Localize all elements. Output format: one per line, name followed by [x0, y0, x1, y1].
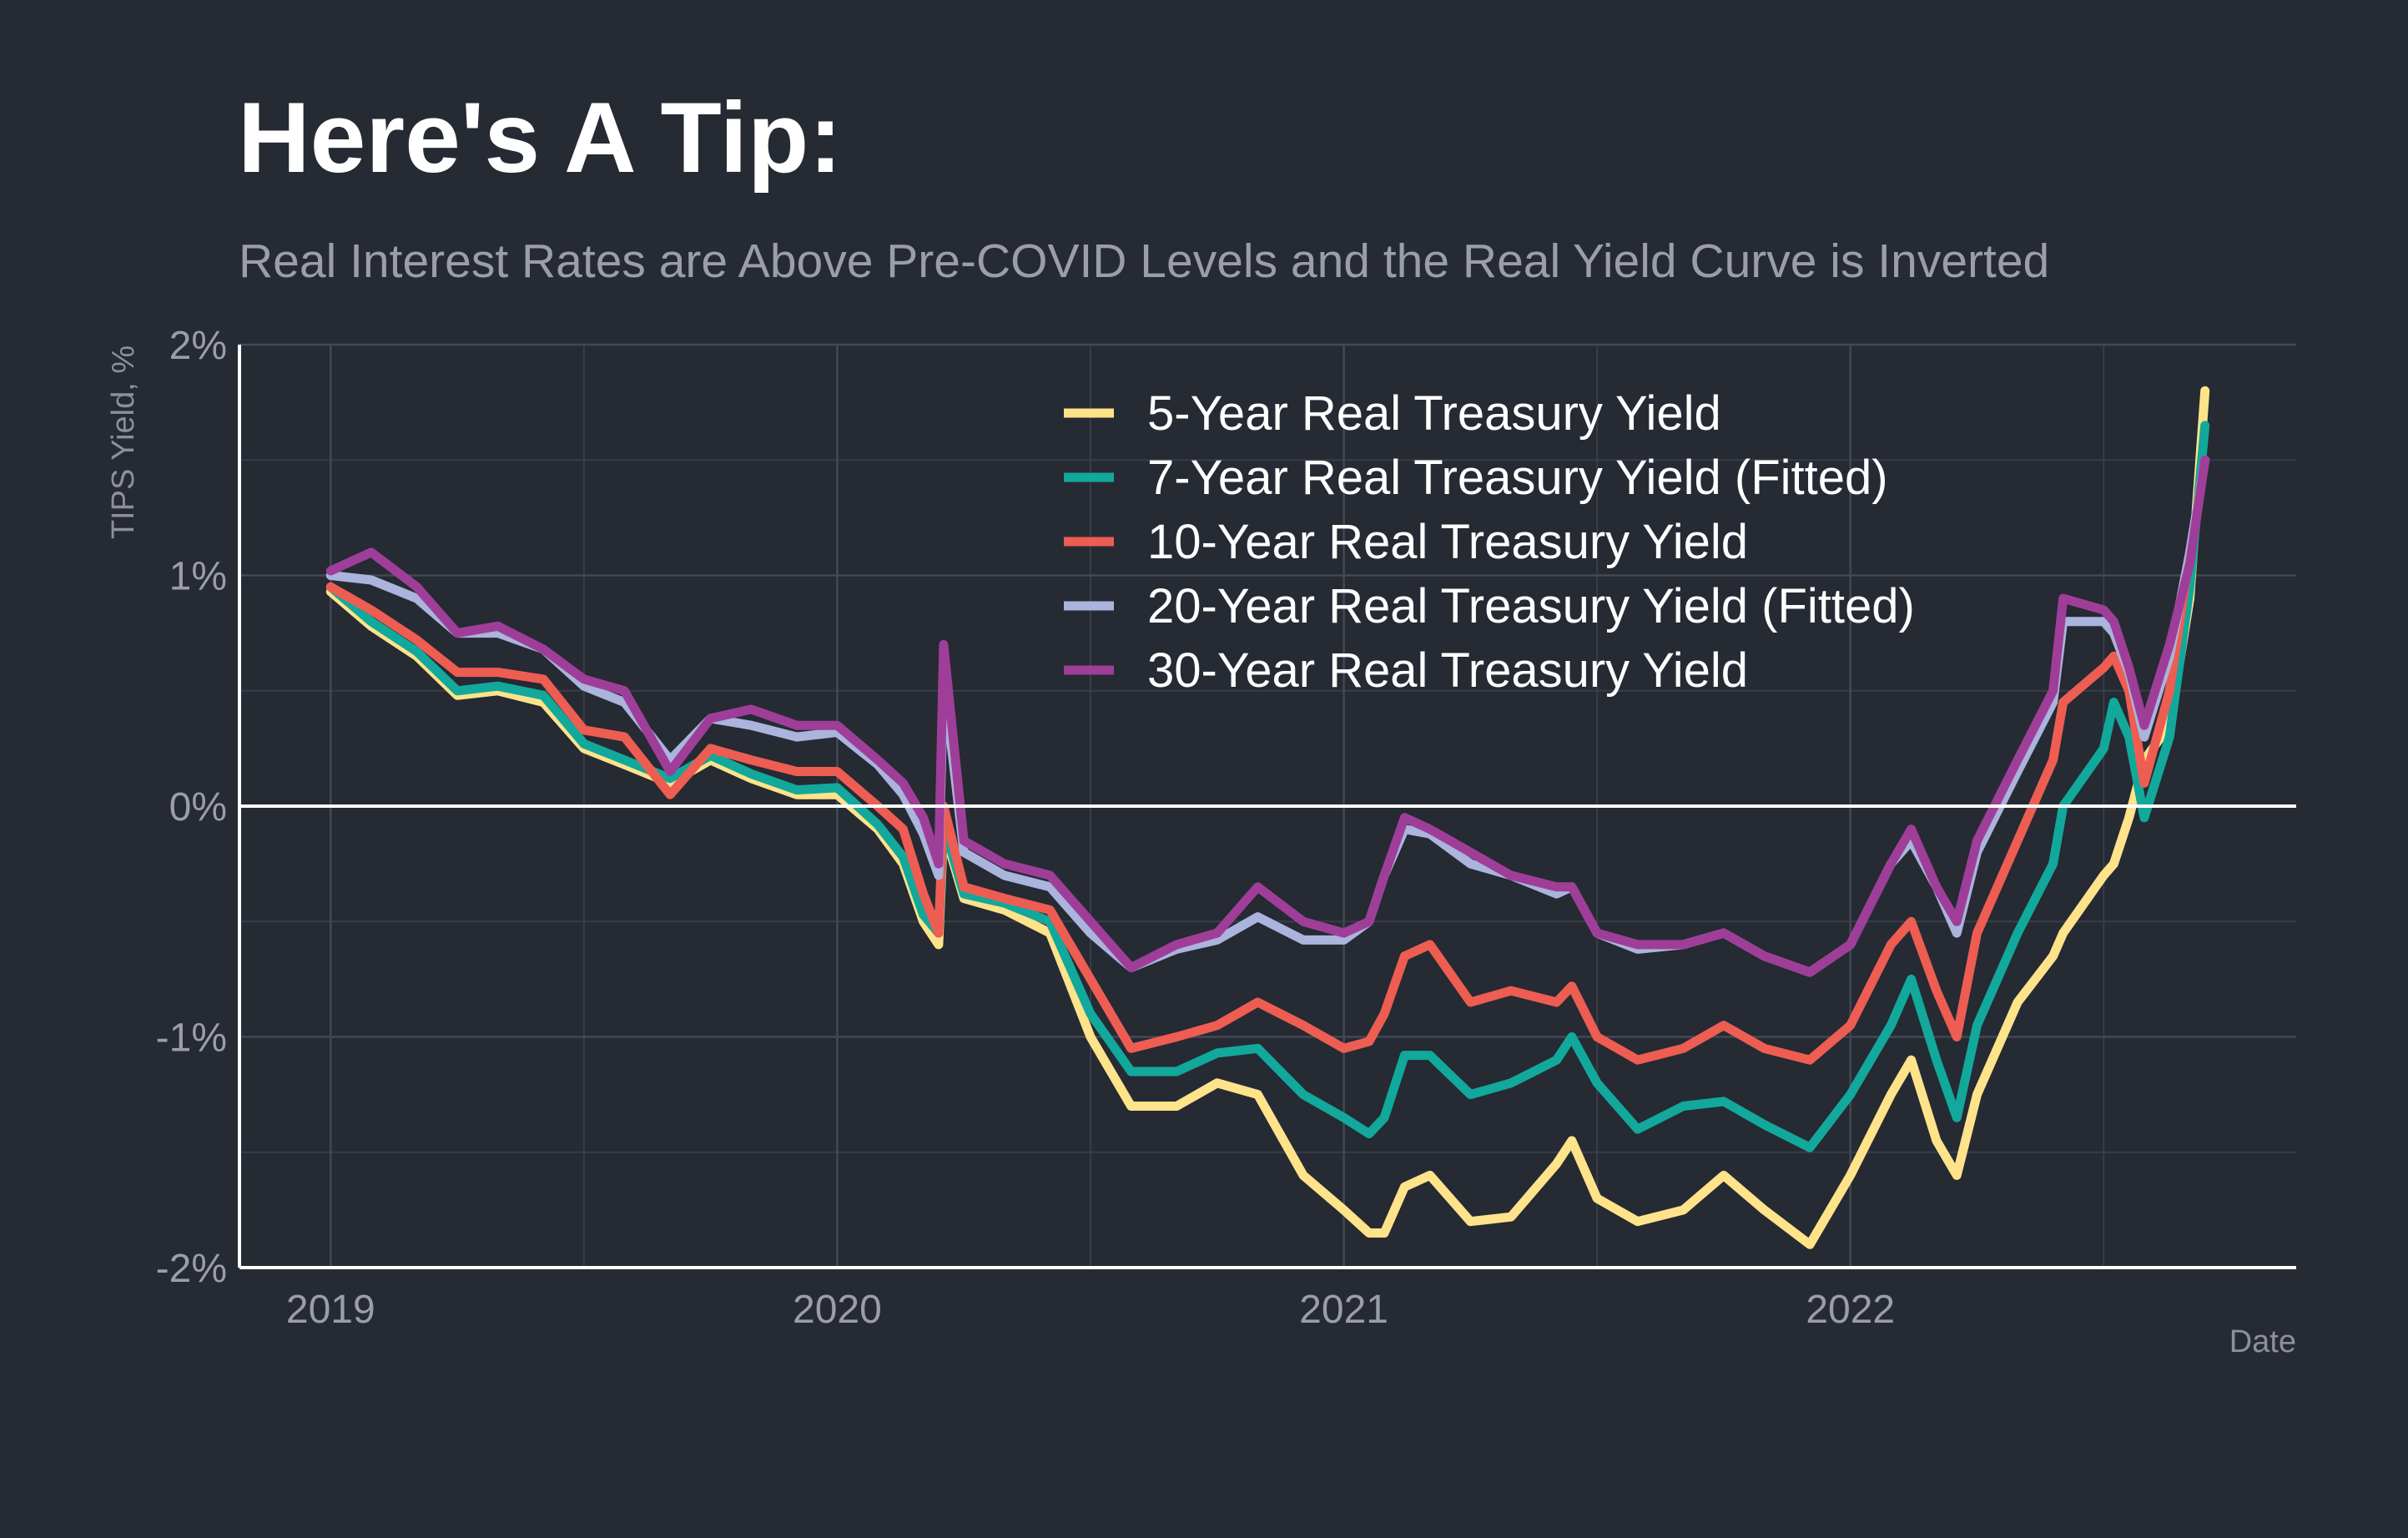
legend-label: 30-Year Real Treasury Yield	[1147, 643, 1748, 698]
legend: 5-Year Real Treasury Yield 7-Year Real Tr…	[1064, 386, 1915, 698]
axis-layer: -2% -1% 0% 1% 2% 2019 2020 2021 2022	[156, 324, 2296, 1332]
x-axis-title: Date	[2229, 1324, 2296, 1359]
series-layer	[325, 386, 2210, 1249]
legend-label: 10-Year Real Treasury Yield	[1147, 515, 1748, 569]
series-line-2	[325, 421, 2210, 1152]
x-tick-label: 2022	[1806, 1288, 1895, 1332]
y-axis-title: TIPS Yield, %	[106, 345, 141, 539]
series-line-3	[325, 455, 2210, 1065]
x-tick-label: 2019	[286, 1288, 375, 1332]
y-tick-label: 0%	[169, 785, 227, 830]
chart-subtitle: Real Interest Rates are Above Pre-COVID …	[239, 234, 2050, 288]
x-tick-label: 2020	[793, 1288, 882, 1332]
legend-label: 7-Year Real Treasury Yield (Fitted)	[1147, 451, 1888, 505]
legend-label: 20-Year Real Treasury Yield (Fitted)	[1147, 579, 1915, 633]
y-tick-label: 1%	[169, 555, 227, 599]
legend-label: 5-Year Real Treasury Yield	[1147, 386, 1721, 441]
x-tick-label: 2021	[1299, 1288, 1388, 1332]
y-tick-label: 2%	[169, 324, 227, 368]
series-line-5	[325, 455, 2210, 977]
y-tick-label: -1%	[156, 1016, 227, 1061]
y-tick-label: -2%	[156, 1247, 227, 1291]
chart-title: Here's A Tip:	[238, 82, 843, 194]
